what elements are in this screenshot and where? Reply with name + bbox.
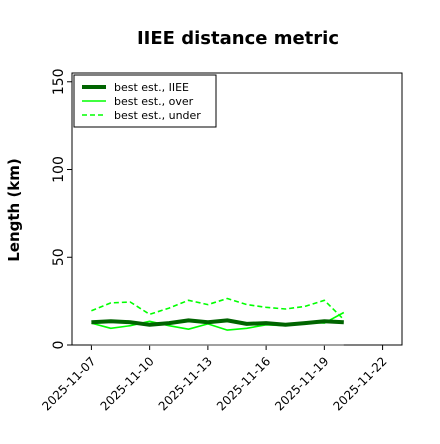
- legend-label: best est., over: [114, 95, 194, 108]
- series-line-best-est-iiee: [91, 318, 344, 327]
- y-tick-label: 50: [51, 248, 67, 266]
- y-tick-label: 100: [51, 156, 67, 183]
- x-axis-ticks: 2025-11-07 2025-11-10 2025-11-13 2025-11-16…: [39, 345, 390, 413]
- series-line-best-est-under: [91, 297, 345, 321]
- y-axis-label: Length (km): [5, 158, 23, 262]
- y-tick-label: 0: [51, 341, 67, 350]
- x-tick-label: 2025-11-10: [98, 354, 157, 413]
- legend-label: best est., under: [114, 109, 201, 122]
- x-tick-label: 2025-11-07: [39, 354, 98, 413]
- chart-title: IIEE distance metric: [137, 28, 339, 49]
- y-axis-ticks: 0 50 100 150: [51, 68, 72, 349]
- x-tick-label: 2025-11-13: [156, 354, 215, 413]
- series-layer: [91, 297, 345, 346]
- x-tick-label: 2025-11-16: [214, 354, 273, 413]
- legend-label: best est., IIEE: [114, 81, 189, 94]
- x-tick-label: 2025-11-19: [272, 354, 331, 413]
- y-tick-label: 150: [51, 68, 67, 95]
- x-tick-label: 2025-11-22: [330, 354, 389, 413]
